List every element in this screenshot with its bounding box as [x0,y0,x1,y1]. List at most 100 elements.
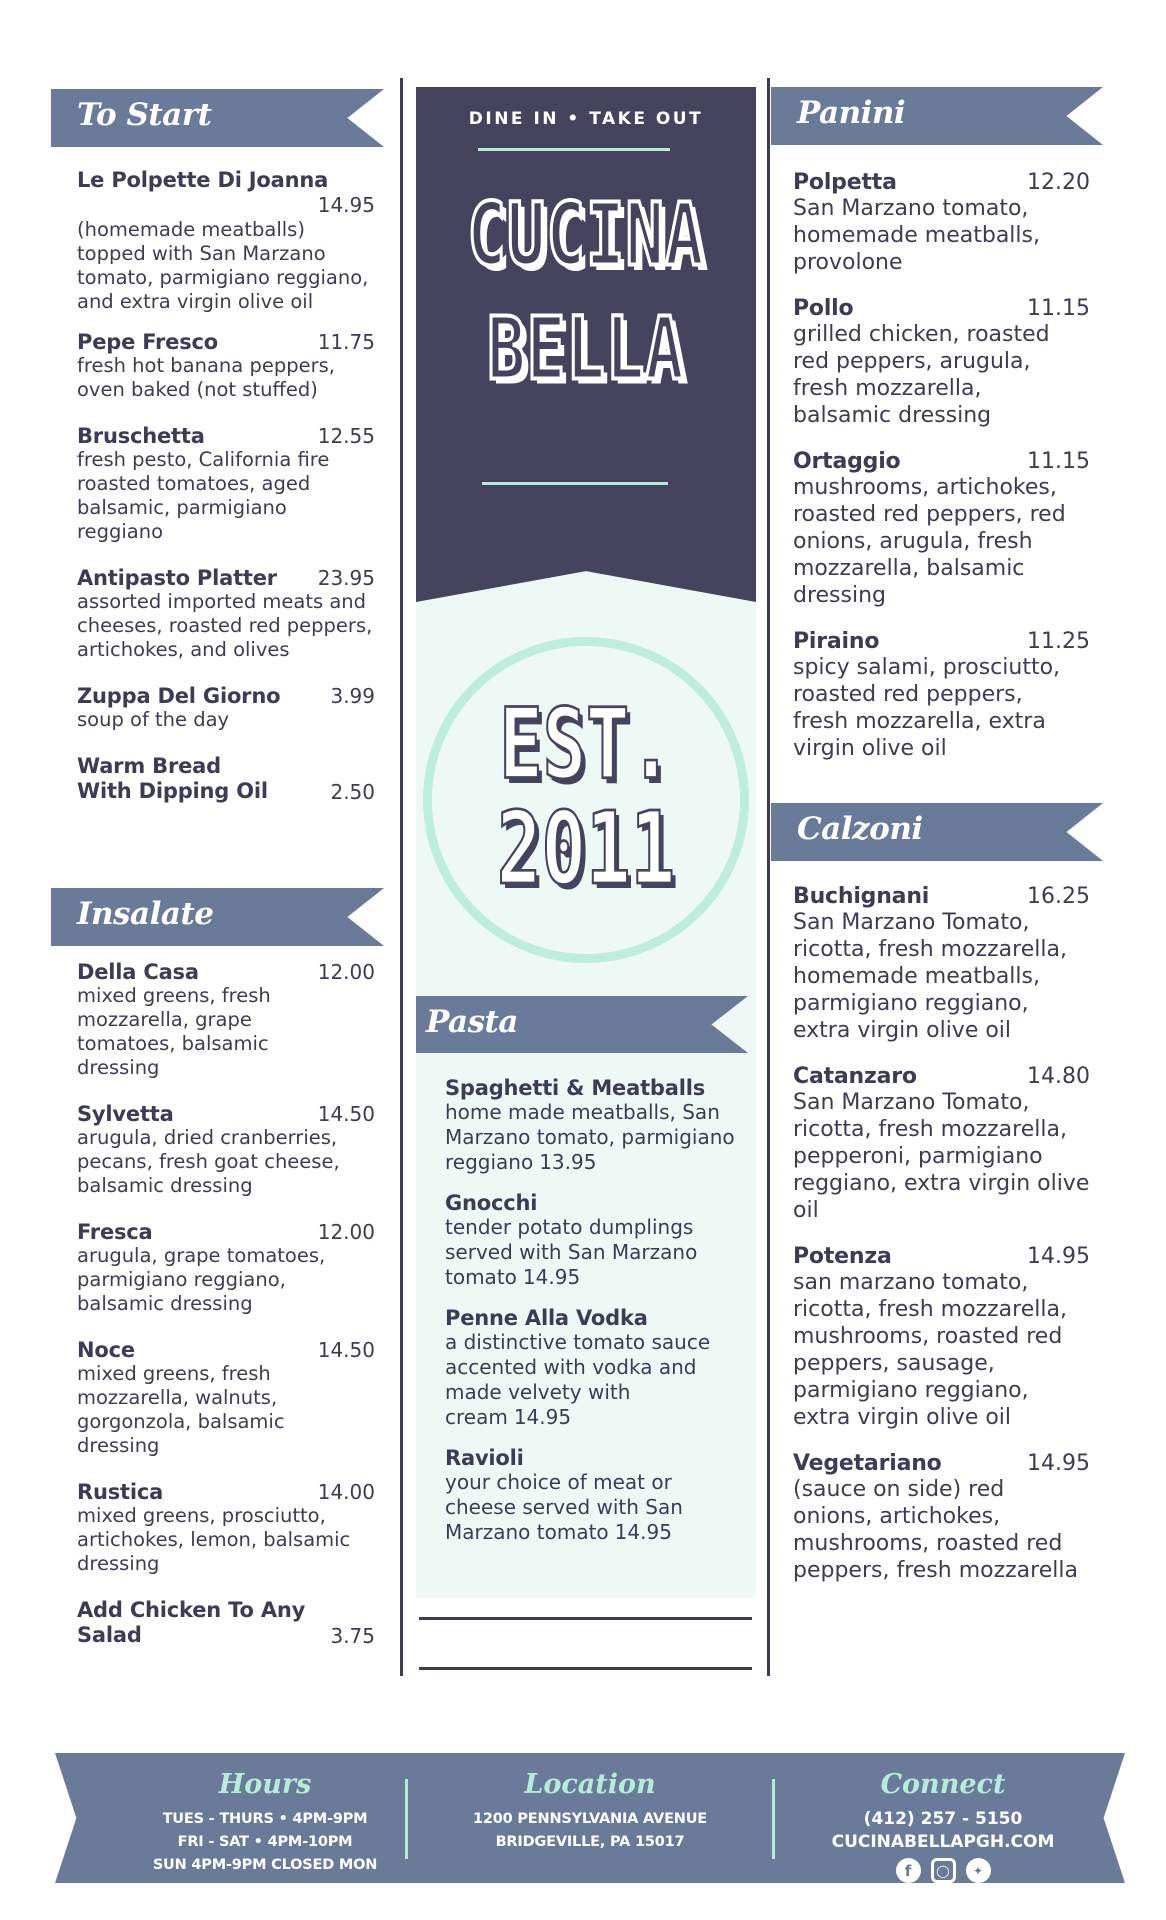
menu-item: Della Casa 12.00 mixed greens, fresh mozz… [77,960,375,1080]
banner-rule-top [478,148,670,151]
connect-title: Connect [880,1769,1006,1800]
item-name: Pollo [793,296,854,321]
hours-line: FRI - SAT • 4PM-10PM [177,1834,353,1850]
item-name: Add Chicken To Any Salad [77,1598,306,1647]
item-price: 11.15 [1027,449,1090,474]
item-price: 11.15 [1027,296,1090,321]
item-description: tender potato dumplings served with San … [445,1215,698,1289]
item-name: Buchignani [793,884,930,909]
item-name: Della Casa [77,960,199,984]
item-description: mushrooms, artichokes, roasted red peppe… [793,475,1066,608]
menu-item: Pepe Fresco 11.75 fresh hot banana pepper… [77,330,375,402]
menu-item: Ortaggio 11.15 mushrooms, artichokes, roa… [793,449,1090,609]
menu-item: Buchignani 16.25 San Marzano Tomato, rico… [793,884,1090,1044]
item-price: 14.95 [522,1265,581,1289]
to-start-list: Le Polpette Di Joanna 14.95 (homemade me… [77,168,375,826]
item-name: Antipasto Platter [77,566,277,590]
pasta-list: Spaghetti & Meatballs home made meatball… [445,1076,735,1545]
left-divider [400,78,403,1676]
calzoni-title: Calzoni [797,811,923,847]
item-price: 12.55 [317,424,375,448]
pasta-header: Pasta [416,996,748,1053]
item-description: assorted imported meats and cheeses, roa… [77,590,373,661]
restaurant-name-line1: CUCINA [466,184,705,288]
banner-tagline: DINE IN • TAKE OUT [468,109,704,129]
menu-item: Noce 14.50 mixed greens, fresh mozzarella… [77,1338,375,1458]
item-description: your choice of meat or cheese served wit… [445,1470,683,1544]
item-name: Ravioli [445,1446,524,1470]
center-rule-2 [419,1667,752,1670]
item-name: Penne Alla Vodka [445,1306,648,1330]
panini-list: Polpetta 12.20 San Marzano tomato, homema… [793,170,1090,784]
item-price: 3.75 [330,1624,375,1648]
menu-item: Ravioli your choice of meat or cheese se… [445,1446,735,1545]
item-name: Fresca [77,1220,153,1244]
item-price: 14.80 [1027,1064,1090,1089]
item-description: arugula, dried cranberries, pecans, fres… [77,1126,340,1197]
address-line: BRIDGEVILLE, PA 15017 [495,1834,685,1850]
item-description: fresh pesto, California fire roasted tom… [77,448,330,543]
hours-block: Hours TUES - THURS • 4PM-9PM FRI - SAT •… [115,1769,415,1877]
item-price: 3.99 [330,684,375,708]
menu-item: Piraino 11.25 spicy salami, prosciutto, r… [793,629,1090,762]
item-description: spicy salami, prosciutto, roasted red pe… [793,655,1061,761]
item-description-wrap: tender potato dumplings served with San … [445,1215,735,1290]
item-name: Spaghetti & Meatballs [445,1076,706,1100]
item-price: 14.95 [1027,1244,1090,1269]
item-description: San Marzano tomato, homemade meatballs, … [793,196,1040,275]
restaurant-name-line2: BELLA [486,298,686,402]
menu-item: Warm Bread With Dipping Oil 2.50 [77,754,375,804]
item-price: 12.00 [317,1220,375,1244]
item-price: 14.50 [317,1102,375,1126]
menu-item: Vegetariano 14.95 (sauce on side) red oni… [793,1451,1090,1584]
item-description: fresh hot banana peppers, oven baked (no… [77,354,335,401]
address-line: 1200 PENNSYLVANIA AVENUE [472,1811,708,1827]
item-price: 14.00 [317,1480,375,1504]
twitter-icon[interactable]: ✦ [965,1858,991,1883]
item-description: soup of the day [77,708,230,731]
menu-item: Pollo 11.15 grilled chicken, roasted red … [793,296,1090,429]
menu-item: Rustica 14.00 mixed greens, prosciutto, a… [77,1480,375,1576]
menu-item: Fresca 12.00 arugula, grape tomatoes, par… [77,1220,375,1316]
panini-title: Panini [797,95,906,131]
item-description: san marzano tomato, ricotta, fresh mozza… [793,1270,1067,1430]
insalate-list: Della Casa 12.00 mixed greens, fresh mozz… [77,960,375,1670]
item-name: Pepe Fresco [77,330,218,354]
item-description: arugula, grape tomatoes, parmigiano regg… [77,1244,326,1315]
est-year: 2011 [496,790,676,909]
menu-item: Bruschetta 12.55 fresh pesto, California … [77,424,375,544]
footer-divider [772,1779,775,1859]
item-price: 16.25 [1027,884,1090,909]
item-name: Ortaggio [793,449,901,474]
item-price: 14.50 [317,1338,375,1362]
to-start-title: To Start [77,97,212,133]
menu-item: Penne Alla Vodka a distinctive tomato sa… [445,1306,735,1430]
center-rule-1 [419,1617,752,1620]
menu-item: Le Polpette Di Joanna 14.95 (homemade me… [77,168,375,314]
item-name: Catanzaro [793,1064,917,1089]
item-name: Sylvetta [77,1102,174,1126]
menu-item: Catanzaro 14.80 San Marzano Tomato, ricot… [793,1064,1090,1224]
connect-block: Connect (412) 257 - 5150 CUCINABELLAPGH.… [783,1769,1103,1883]
item-description: (homemade meatballs) topped with San Mar… [77,218,369,313]
website-link[interactable]: CUCINABELLAPGH.COM [831,1832,1055,1852]
item-price: 11.25 [1027,629,1090,654]
item-name: Potenza [793,1244,892,1269]
phone-number[interactable]: (412) 257 - 5150 [863,1809,1023,1829]
item-description: grilled chicken, roasted red peppers, ar… [793,322,1050,428]
item-description: mixed greens, fresh mozzarella, walnuts,… [77,1362,285,1457]
facebook-icon[interactable]: f [895,1858,921,1883]
menu-item: Add Chicken To Any Salad 3.75 [77,1598,375,1648]
item-description: San Marzano Tomato, ricotta, fresh mozza… [793,1090,1090,1223]
insalate-title: Insalate [77,896,214,932]
item-name: Rustica [77,1480,164,1504]
item-name: Le Polpette Di Joanna [77,168,329,192]
location-title: Location [524,1769,656,1800]
item-name: Bruschetta [77,424,205,448]
item-name: Polpetta [793,170,897,195]
item-name: Gnocchi [445,1191,538,1215]
title-banner: DINE IN • TAKE OUT CUCINA BELLA [416,87,756,602]
to-start-header: To Start [51,89,384,147]
location-block: Location 1200 PENNSYLVANIA AVENUE BRIDGE… [440,1769,740,1854]
instagram-icon[interactable]: ◯ [930,1858,956,1883]
